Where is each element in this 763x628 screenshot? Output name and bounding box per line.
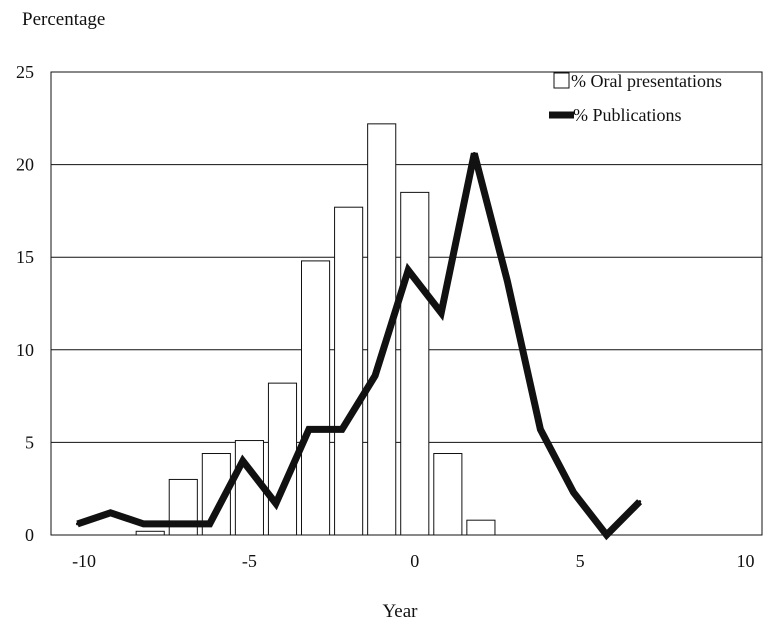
y-tick-label: 25 — [16, 62, 34, 82]
bar-oral-presentations — [433, 453, 463, 536]
y-axis-label: Percentage — [22, 9, 105, 30]
point-publications — [505, 279, 509, 283]
legend: % Oral presentations % Publications — [549, 71, 722, 125]
bar-oral-presentations — [135, 530, 165, 536]
x-tick-label: 5 — [576, 551, 585, 571]
y-ticks: 0 5 10 15 20 25 — [16, 62, 34, 545]
point-publications — [439, 311, 443, 315]
y-tick-label: 20 — [16, 155, 34, 175]
bar-oral-presentations — [400, 191, 430, 536]
point-publications — [109, 511, 113, 515]
bar-oral-presentations — [334, 206, 364, 536]
x-ticks: -10 -5 0 5 10 — [72, 551, 754, 571]
x-tick-label: 0 — [410, 551, 419, 571]
y-tick-label: 5 — [25, 432, 34, 452]
point-publications — [307, 427, 311, 431]
legend-label-publications: % Publications — [573, 105, 682, 125]
plot-frame — [50, 71, 763, 536]
point-publications — [373, 374, 377, 378]
legend-swatch-oral — [553, 72, 570, 89]
x-tick-label: -5 — [242, 551, 257, 571]
point-publications — [75, 522, 79, 526]
bars — [135, 123, 496, 536]
series-line-publications — [76, 152, 643, 541]
x-tick-label: 10 — [736, 551, 754, 571]
y-tick-label: 10 — [16, 340, 34, 360]
legend-label-oral: % Oral presentations — [571, 71, 722, 91]
point-publications — [208, 522, 212, 526]
point-publications — [340, 427, 344, 431]
point-publications — [406, 268, 410, 272]
point-publications — [274, 502, 278, 506]
point-publications — [638, 500, 642, 504]
point-publications — [572, 490, 576, 494]
point-publications — [472, 151, 476, 155]
publications-line — [75, 151, 643, 541]
point-publications — [142, 522, 146, 526]
y-tick-label: 0 — [25, 525, 34, 545]
point-publications — [538, 427, 542, 431]
bar-oral-presentations — [466, 519, 496, 536]
bar-oral-presentations — [301, 260, 331, 536]
x-axis-label: Year — [382, 601, 418, 622]
point-publications — [241, 459, 245, 463]
point-publications — [175, 522, 179, 526]
y-tick-label: 15 — [16, 247, 34, 267]
x-tick-label: -10 — [72, 551, 96, 571]
